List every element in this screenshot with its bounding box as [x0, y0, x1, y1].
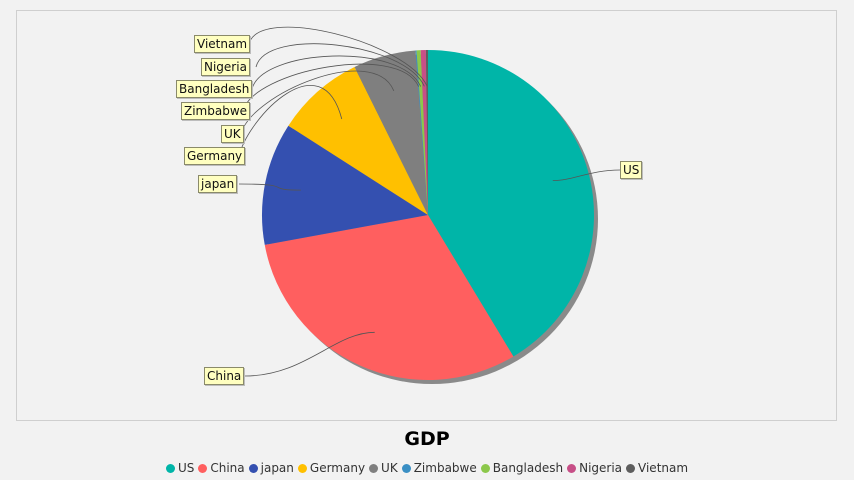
legend-dot-icon [198, 464, 208, 473]
legend-label: US [177, 461, 195, 475]
legend-item-us[interactable]: US [165, 461, 195, 475]
leader-line [244, 331, 375, 377]
plot-area [16, 10, 837, 421]
legend-dot-icon [248, 464, 258, 473]
pie-slice-us[interactable] [428, 50, 595, 357]
legend-item-japan[interactable]: japan [248, 461, 294, 475]
legend-dot-icon [369, 464, 379, 473]
pie-slice-china[interactable] [264, 215, 514, 380]
legend-item-vietnam[interactable]: Vietnam [626, 461, 688, 475]
pie-slice-uk[interactable] [354, 50, 428, 215]
legend-label: Vietnam [638, 461, 689, 475]
legend-item-bangladesh[interactable]: Bangladesh [480, 461, 564, 475]
legend-dot-icon [480, 464, 490, 473]
legend: US China japan Germany UK Zimbabwe Bangladesh N… [0, 461, 854, 475]
slice-label-vietnam: Vietnam [194, 35, 251, 53]
legend-label: UK [381, 461, 398, 475]
legend-dot-icon [401, 464, 411, 473]
slice-label-japan: japan [198, 175, 238, 193]
legend-label: China [210, 461, 245, 475]
leader-line [552, 169, 621, 182]
leader-line [242, 63, 420, 112]
legend-dot-icon [567, 464, 577, 473]
legend-item-uk[interactable]: UK [369, 461, 398, 475]
slice-label-zimbabwe: Zimbabwe [181, 102, 251, 120]
legend-label: Nigeria [579, 461, 623, 475]
legend-label: Bangladesh [492, 461, 564, 475]
pie-slice-germany[interactable] [288, 67, 428, 215]
legend-item-germany[interactable]: Germany [297, 461, 366, 475]
leader-line [255, 43, 425, 87]
legend-dot-icon [297, 464, 307, 473]
slice-label-us: US [620, 161, 643, 179]
legend-item-zimbabwe[interactable]: Zimbabwe [401, 461, 477, 475]
leader-line [248, 26, 428, 87]
legend-item-china[interactable]: China [198, 461, 245, 475]
legend-label: japan [260, 461, 294, 475]
legend-dot-icon [626, 464, 636, 473]
pie-slice-vietnam[interactable] [425, 50, 428, 215]
pie-slice-nigeria[interactable] [420, 50, 428, 215]
leader-line [251, 55, 422, 90]
pie-chart [238, 26, 621, 384]
slice-label-bangladesh: Bangladesh [176, 80, 253, 98]
slice-label-uk: UK [221, 125, 244, 143]
pie-slice-bangladesh[interactable] [416, 50, 428, 216]
pie-slice-zimbabwe[interactable] [415, 50, 428, 215]
slice-label-china: China [204, 367, 245, 385]
legend-label: Zimbabwe [413, 461, 477, 475]
slice-label-nigeria: Nigeria [201, 58, 250, 76]
leader-line [238, 183, 301, 191]
legend-label: Germany [309, 461, 366, 475]
chart-title: GDP [404, 428, 450, 450]
leader-line [238, 85, 343, 157]
legend-dot-icon [165, 464, 175, 473]
slice-label-germany: Germany [184, 147, 246, 165]
pie-slice-japan[interactable] [262, 125, 428, 245]
legend-item-nigeria[interactable]: Nigeria [567, 461, 622, 475]
